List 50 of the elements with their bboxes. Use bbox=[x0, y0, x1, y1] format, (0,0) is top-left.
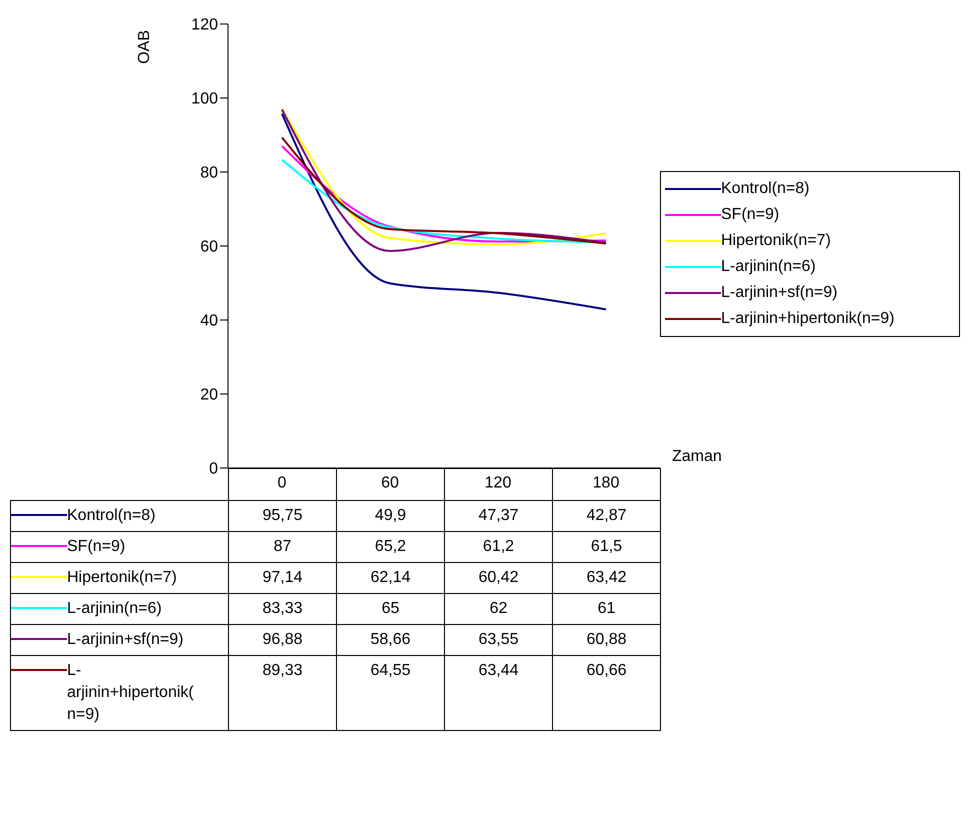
data-label: 47,37 bbox=[444, 500, 552, 532]
legend-label: Kontrol(n=8) bbox=[721, 179, 810, 199]
text: L-arjinin(n=6) bbox=[67, 600, 162, 617]
data-label: 95,75 bbox=[228, 500, 336, 532]
text: Kontrol(n=8) bbox=[67, 507, 156, 524]
line-series bbox=[281, 112, 607, 310]
data-label: 61,5 bbox=[552, 532, 660, 562]
y-tick-label: 60 bbox=[200, 238, 218, 256]
data-label: 65 bbox=[336, 594, 444, 624]
data-label: 63,55 bbox=[444, 624, 552, 656]
y-tick-label: 100 bbox=[191, 90, 218, 108]
x-tick-label: 180 bbox=[592, 474, 620, 492]
data-label: 87 bbox=[228, 532, 336, 562]
data-label: 97,14 bbox=[228, 562, 336, 594]
data-label: 49,9 bbox=[336, 500, 444, 532]
y-tick-label: 40 bbox=[200, 312, 218, 330]
data-label: 83,33 bbox=[228, 594, 336, 624]
data-label: 62 bbox=[444, 594, 552, 624]
y-tick-label: 80 bbox=[200, 164, 218, 182]
x-axis-title: Zaman bbox=[672, 448, 722, 466]
text: Hipertonik(n=7) bbox=[67, 569, 177, 586]
x-tick-label: 120 bbox=[484, 474, 512, 492]
legend-label: L-arjinin+sf(n=9) bbox=[721, 283, 838, 303]
text: L-arjinin+hipertonik(n=9) bbox=[67, 662, 194, 723]
data-label: 64,55 bbox=[336, 656, 444, 730]
data-label: 96,88 bbox=[228, 624, 336, 656]
data-label: 63,42 bbox=[552, 562, 660, 594]
y-tick-label: 0 bbox=[209, 460, 218, 478]
data-label: 61,2 bbox=[444, 532, 552, 562]
legend-label: SF(n=9) bbox=[721, 205, 780, 225]
legend-label: Hipertonik(n=7) bbox=[721, 231, 831, 251]
x-tick-label: 0 bbox=[278, 474, 287, 492]
data-label: 61 bbox=[552, 594, 660, 624]
legend-label: L-arjinin+hipertonik(n=9) bbox=[721, 309, 894, 329]
y-tick-label: 20 bbox=[200, 386, 218, 404]
text: SF(n=9) bbox=[67, 538, 126, 555]
text: L-arjinin+sf(n=9) bbox=[67, 631, 184, 648]
legend-label: L-arjinin(n=6) bbox=[721, 257, 816, 277]
data-label: 89,33 bbox=[228, 656, 336, 730]
data-label: 63,44 bbox=[444, 656, 552, 730]
data-label: 60,42 bbox=[444, 562, 552, 594]
data-label: 60,66 bbox=[552, 656, 660, 730]
data-label: 58,66 bbox=[336, 624, 444, 656]
data-label: 60,88 bbox=[552, 624, 660, 656]
y-tick-label: 120 bbox=[191, 16, 218, 34]
x-tick-label: 60 bbox=[381, 474, 399, 492]
y-axis-title: OAB bbox=[136, 30, 154, 64]
data-label: 62,14 bbox=[336, 562, 444, 594]
data-label: 65,2 bbox=[336, 532, 444, 562]
data-label: 42,87 bbox=[552, 500, 660, 532]
